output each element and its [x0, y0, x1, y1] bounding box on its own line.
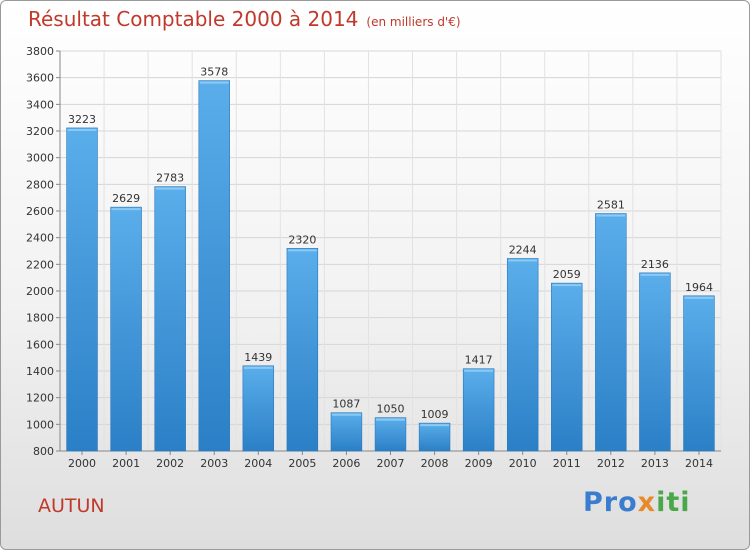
data-label: 1417 — [465, 354, 493, 367]
logo-part-2: x — [637, 487, 657, 518]
bar — [374, 417, 407, 452]
y-tick-label: 1200 — [26, 392, 54, 405]
bar-highlight — [243, 366, 273, 369]
x-tick-label: 2004 — [244, 457, 272, 470]
bar — [242, 365, 275, 452]
bar-highlight — [552, 284, 582, 287]
chart-title-text: Résultat Comptable 2000 à 2014 — [28, 7, 359, 31]
y-tick-label: 1800 — [26, 312, 54, 325]
bar — [286, 248, 319, 452]
y-tick-label: 3800 — [26, 45, 54, 58]
bar-highlight — [67, 128, 97, 131]
x-tick-label: 2005 — [288, 457, 316, 470]
bar — [418, 422, 451, 452]
data-label: 2244 — [509, 243, 537, 256]
bar — [154, 186, 186, 452]
y-tick-label: 800 — [33, 445, 54, 458]
data-label: 1964 — [685, 281, 713, 294]
chart-title: Résultat Comptable 2000 à 2014 (en millie… — [28, 7, 461, 31]
data-labels: 3223 2629 2783 3578 1439 2320 1087 1050 1009 1417… — [68, 66, 713, 422]
bar-highlight — [376, 418, 405, 421]
bar-highlight — [111, 208, 141, 211]
data-label: 2136 — [641, 258, 669, 271]
bar — [506, 258, 539, 452]
bar-highlight — [332, 413, 361, 416]
bar-highlight — [464, 369, 494, 372]
y-tick-label: 3200 — [26, 125, 54, 138]
x-tick-label: 2000 — [68, 457, 96, 470]
x-tick-label: 2014 — [685, 457, 713, 470]
data-label: 2629 — [112, 192, 140, 205]
proxiti-logo: Proxiti — [583, 487, 691, 518]
data-label: 2783 — [156, 172, 184, 185]
x-tick-label: 2009 — [465, 457, 493, 470]
bar — [639, 272, 671, 452]
bar-highlight — [684, 296, 714, 299]
y-tick-label: 3600 — [26, 72, 54, 85]
bar-highlight — [287, 249, 317, 252]
city-label: AUTUN — [38, 495, 105, 517]
y-tick-label: 2200 — [26, 258, 54, 271]
y-tick-label: 1000 — [26, 418, 54, 431]
data-label: 2581 — [597, 199, 625, 212]
y-tick-label: 2600 — [26, 205, 54, 218]
chart-subtitle: (en milliers d'€) — [366, 15, 461, 29]
x-tick-label: 2006 — [332, 457, 360, 470]
bar — [462, 368, 495, 452]
x-tick-label: 2013 — [641, 457, 669, 470]
x-tick-label: 2003 — [200, 457, 228, 470]
bars — [66, 80, 715, 452]
bar-highlight — [199, 81, 229, 84]
data-label: 1439 — [244, 351, 272, 364]
x-tick-label: 2007 — [377, 457, 405, 470]
x-tick-label: 2008 — [421, 457, 449, 470]
axes: 800 1000 1200 1400 1600 1800 2000 2200 2400 2600 2… — [26, 45, 721, 470]
y-tick-label: 1600 — [26, 338, 54, 351]
bar-highlight — [155, 187, 185, 190]
y-tick-label: 2800 — [26, 178, 54, 191]
data-label: 1050 — [377, 403, 405, 416]
data-label: 1087 — [332, 398, 360, 411]
x-tick-label: 2010 — [509, 457, 537, 470]
bar — [551, 282, 583, 452]
y-tick-label: 2400 — [26, 232, 54, 245]
x-tick-label: 2002 — [156, 457, 184, 470]
x-tick-label: 2001 — [112, 457, 140, 470]
bar — [198, 80, 230, 452]
data-label: 3223 — [68, 113, 96, 126]
data-label: 1009 — [421, 408, 449, 421]
y-tick-label: 3400 — [26, 98, 54, 111]
bar — [66, 127, 98, 452]
bar — [330, 412, 363, 452]
y-tick-label: 2000 — [26, 285, 54, 298]
bar — [595, 213, 627, 452]
bar — [110, 206, 142, 452]
bar — [683, 295, 715, 452]
x-tick-label: 2012 — [597, 457, 625, 470]
bar-highlight — [596, 214, 626, 217]
data-label: 3578 — [200, 66, 228, 79]
data-label: 2320 — [288, 233, 316, 246]
data-label: 2059 — [553, 268, 581, 281]
bar-highlight — [640, 273, 670, 276]
bar-highlight — [420, 424, 449, 427]
x-tick-label: 2011 — [553, 457, 581, 470]
y-tick-label: 3000 — [26, 152, 54, 165]
logo-part-3: iti — [656, 487, 691, 518]
logo-part-1: Pro — [583, 487, 638, 518]
bar-highlight — [508, 259, 538, 262]
y-tick-label: 1400 — [26, 365, 54, 378]
